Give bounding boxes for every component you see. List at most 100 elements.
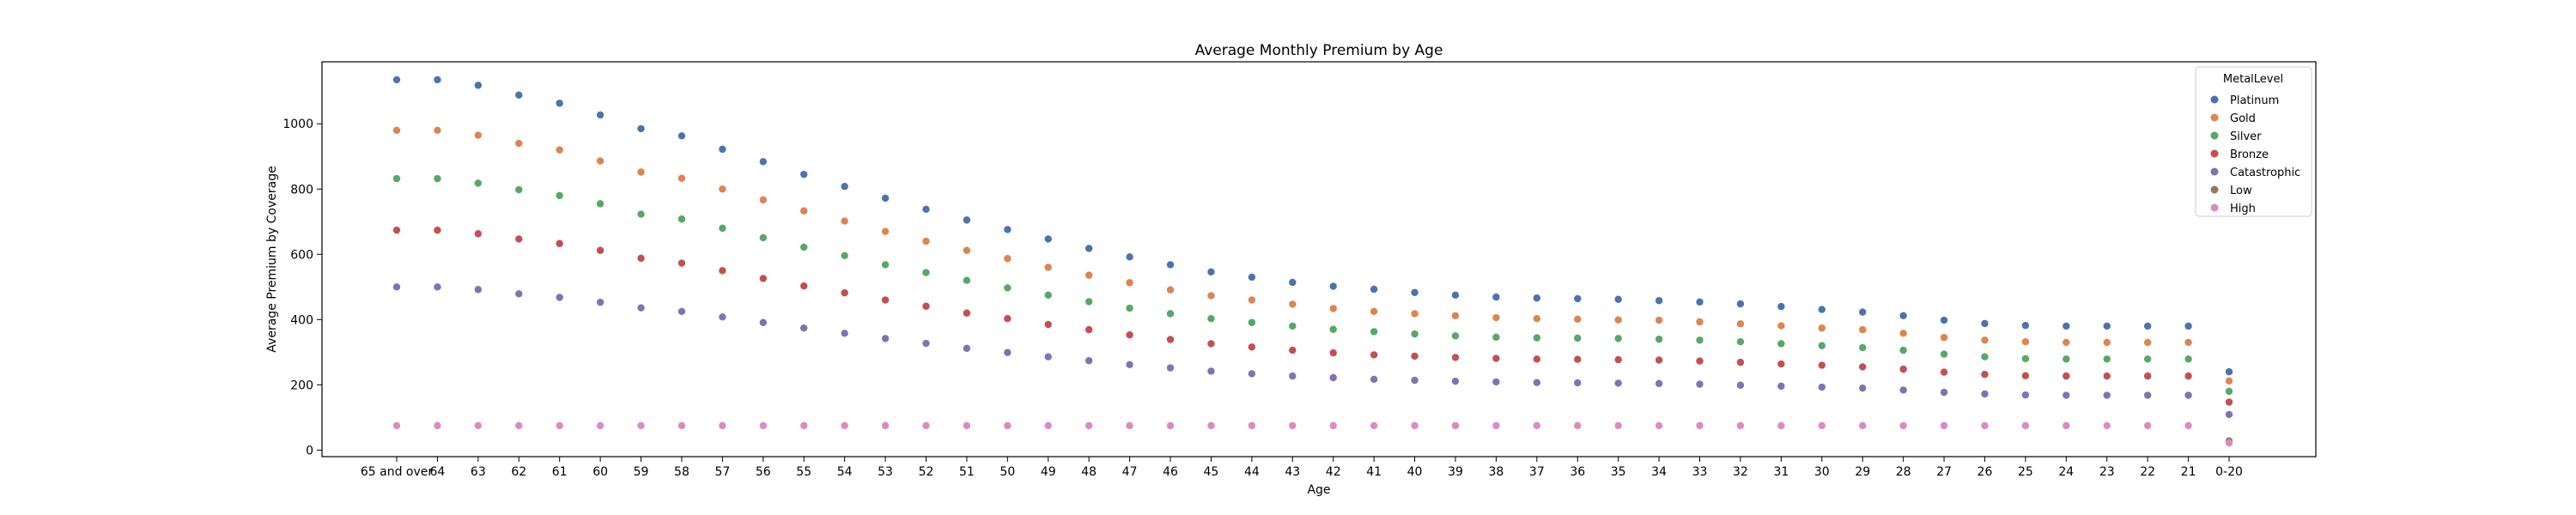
data-point-high [922,421,930,430]
data-point-silver [1696,336,1704,344]
y-tick-label: 200 [290,379,313,392]
y-tick-label: 0 [306,444,313,457]
data-point-high [677,421,686,430]
data-point-platinum [1777,302,1785,311]
data-point-gold [1981,336,1989,344]
data-point-bronze [434,226,441,234]
data-point-high [1859,421,1867,430]
x-tick-label: 35 [1611,465,1626,479]
data-point-bronze [1329,348,1337,357]
data-point-gold [719,185,726,193]
data-point-silver [1736,337,1745,346]
data-point-platinum [474,82,483,89]
data-point-high [637,421,645,430]
data-point-gold [2143,338,2152,347]
legend-label-silver: Silver [2230,130,2262,143]
data-point-bronze [1451,354,1460,361]
data-point-bronze [881,296,890,304]
data-point-catastrophic [556,294,563,301]
legend-marker-catastrophic [2210,167,2219,176]
data-point-catastrophic [1451,377,1460,385]
x-tick-label: 56 [756,465,771,479]
data-point-high [719,421,726,430]
data-point-platinum [515,91,523,99]
data-point-gold [841,217,848,225]
data-point-gold [392,126,401,135]
legend-label-gold: Gold [2230,112,2256,125]
data-point-silver [1329,325,1337,333]
data-point-platinum [841,183,848,191]
x-tick-label: 58 [674,465,690,479]
data-point-catastrophic [1004,348,1012,356]
data-point-catastrophic [1574,379,1582,387]
data-point-catastrophic [800,324,808,332]
data-point-platinum [1736,300,1745,308]
data-point-high [800,421,808,430]
data-point-silver [1370,328,1378,336]
data-point-catastrophic [1126,360,1133,368]
data-point-platinum [2063,322,2070,330]
data-point-bronze [474,230,483,238]
data-point-gold [1899,330,1907,337]
legend-label-platinum: Platinum [2230,94,2279,107]
x-tick-label: 24 [2058,465,2074,479]
data-point-silver [1004,284,1012,292]
data-point-gold [1451,312,1460,319]
data-point-platinum [1981,319,1989,328]
data-point-gold [1614,316,1622,324]
x-tick-label: 0-20 [2215,465,2243,479]
data-point-gold [759,196,767,204]
data-point-silver [1451,332,1460,340]
data-point-bronze [1859,363,1867,371]
data-point-catastrophic [922,339,930,348]
x-tick-label: 36 [1570,465,1585,479]
data-point-gold [1411,310,1419,318]
data-point-bronze [1004,314,1012,323]
data-point-gold [474,131,483,139]
data-point-catastrophic [1981,390,1989,398]
data-point-bronze [1655,356,1663,364]
data-point-catastrophic [1289,372,1297,380]
legend-marker-bronze [2210,149,2219,158]
data-point-gold [434,126,441,135]
data-point-catastrophic [1166,364,1175,372]
legend-label-high: High [2230,203,2256,215]
data-point-silver [1492,333,1500,342]
data-point-gold [1696,318,1704,326]
data-point-catastrophic [881,335,890,342]
x-tick-label: 59 [634,465,649,479]
data-point-bronze [677,259,686,267]
data-point-platinum [596,111,605,119]
legend-title: MetalLevel [2223,73,2283,86]
data-point-high [1533,421,1541,430]
data-point-bronze [2021,372,2030,379]
data-point-gold [596,157,605,165]
data-point-high [1574,421,1582,430]
data-point-platinum [881,194,890,203]
data-point-catastrophic [1696,380,1704,388]
data-point-catastrophic [2143,391,2152,399]
data-point-silver [515,185,523,194]
data-point-catastrophic [2225,410,2233,419]
data-point-bronze [1940,368,1948,376]
legend-marker-low [2210,185,2219,194]
data-point-platinum [2143,322,2152,330]
data-point-gold [2184,338,2192,347]
data-point-bronze [1818,361,1826,369]
data-point-silver [1940,350,1948,358]
data-point-bronze [2225,398,2233,406]
data-point-platinum [1084,245,1093,252]
data-point-platinum [1370,285,1378,294]
data-point-silver [2184,355,2192,363]
x-tick-label: 29 [1855,465,1870,479]
x-tick-label: 22 [2140,465,2155,479]
data-point-bronze [1044,320,1052,329]
x-tick-label: 46 [1163,465,1178,479]
data-point-silver [392,174,401,183]
data-point-bronze [759,275,767,282]
data-point-bronze [963,309,971,317]
data-point-bronze [1614,355,1622,364]
data-point-platinum [1940,316,1948,324]
x-tick-label: 40 [1407,465,1423,479]
